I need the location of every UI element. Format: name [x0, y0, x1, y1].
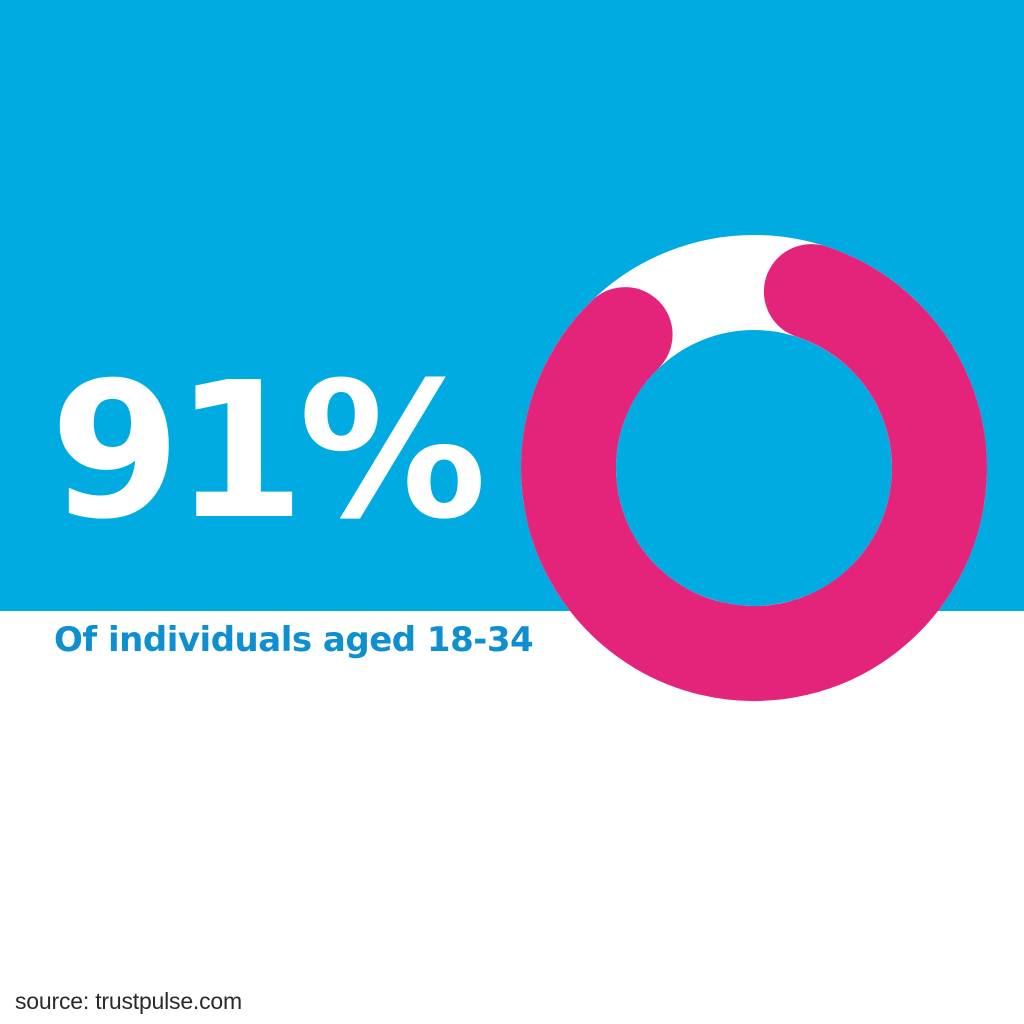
donut-arc [521, 244, 987, 701]
stat-value: 91% [50, 342, 487, 561]
source-attribution: source: trustpulse.com [15, 988, 242, 1014]
stat-label: Of individuals aged 18-34 [54, 620, 534, 660]
donut-chart [521, 235, 987, 701]
